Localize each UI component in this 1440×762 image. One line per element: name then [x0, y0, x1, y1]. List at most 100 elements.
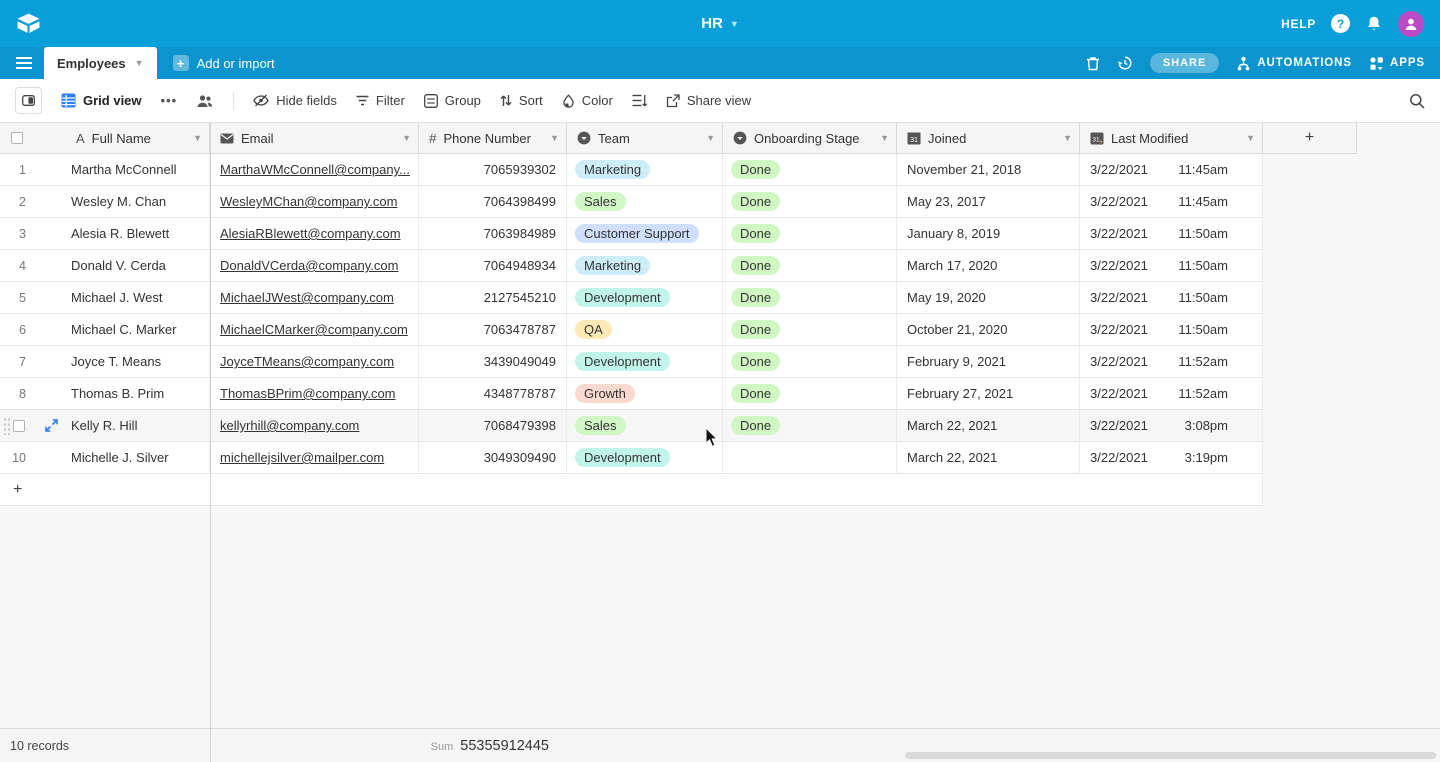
share-view-button[interactable]: Share view — [666, 93, 751, 108]
cell-phone-number[interactable]: 7064398499 — [419, 186, 567, 217]
apps-button[interactable]: APPS — [1369, 56, 1425, 71]
chevron-down-icon[interactable]: ▼ — [1246, 133, 1255, 143]
column-header-last-modified[interactable]: 31 Last Modified ▼ — [1080, 123, 1263, 154]
cell-email[interactable]: DonaldVCerda@company.com — [210, 250, 419, 281]
cell-team[interactable]: Development — [567, 346, 723, 377]
cell-joined[interactable]: March 22, 2021 — [897, 410, 1080, 441]
row-gutter[interactable]: 1 — [0, 154, 66, 185]
email-link[interactable]: kellyrhill@company.com — [220, 418, 360, 433]
color-button[interactable]: Color — [562, 93, 613, 108]
email-link[interactable]: MichaelJWest@company.com — [220, 290, 394, 305]
column-header-joined[interactable]: 31 Joined ▼ — [897, 123, 1080, 154]
column-header-team[interactable]: Team ▼ — [567, 123, 723, 154]
cell-phone-number[interactable]: 7065939302 — [419, 154, 567, 185]
cell-onboarding-stage[interactable]: Done — [723, 314, 897, 345]
chevron-down-icon[interactable]: ▼ — [134, 58, 144, 68]
cell-full-name[interactable]: Michael J. West — [66, 282, 210, 313]
cell-team[interactable]: QA — [567, 314, 723, 345]
cell-full-name[interactable]: Wesley M. Chan — [66, 186, 210, 217]
cell-full-name[interactable]: Michelle J. Silver — [66, 442, 210, 473]
row-checkbox[interactable] — [13, 420, 25, 432]
cell-last-modified[interactable]: 3/22/2021 11:50am — [1080, 250, 1263, 281]
chevron-down-icon[interactable]: ▼ — [193, 133, 202, 143]
cell-last-modified[interactable]: 3/22/2021 3:19pm — [1080, 442, 1263, 473]
automations-button[interactable]: AUTOMATIONS — [1236, 56, 1352, 71]
cell-email[interactable]: AlesiaRBlewett@company.com — [210, 218, 419, 249]
cell-phone-number[interactable]: 3439049049 — [419, 346, 567, 377]
user-avatar[interactable] — [1398, 10, 1424, 37]
cell-full-name[interactable]: Donald V. Cerda — [66, 250, 210, 281]
row-height-button[interactable] — [632, 94, 647, 107]
cell-team[interactable]: Development — [567, 282, 723, 313]
share-button[interactable]: SHARE — [1149, 53, 1220, 73]
collaborators-icon[interactable] — [196, 94, 214, 108]
trash-icon[interactable] — [1086, 56, 1100, 71]
email-link[interactable]: WesleyMChan@company.com — [220, 194, 398, 209]
help-question-icon[interactable]: ? — [1331, 14, 1350, 33]
notifications-bell-icon[interactable] — [1365, 15, 1383, 33]
cell-phone-number[interactable]: 2127545210 — [419, 282, 567, 313]
column-summary[interactable]: Sum 55355912445 — [419, 738, 567, 754]
cell-full-name[interactable]: Alesia R. Blewett — [66, 218, 210, 249]
email-link[interactable]: JoyceTMeans@company.com — [220, 354, 395, 369]
cell-onboarding-stage[interactable]: Done — [723, 154, 897, 185]
cell-email[interactable]: WesleyMChan@company.com — [210, 186, 419, 217]
cell-email[interactable]: ThomasBPrim@company.com — [210, 378, 419, 409]
cell-phone-number[interactable]: 7064948934 — [419, 250, 567, 281]
cell-full-name[interactable]: Kelly R. Hill — [66, 410, 210, 441]
email-link[interactable]: MichaelCMarker@company.com — [220, 322, 408, 337]
cell-email[interactable]: JoyceTMeans@company.com — [210, 346, 419, 377]
cell-team[interactable]: Development — [567, 442, 723, 473]
cell-last-modified[interactable]: 3/22/2021 11:45am — [1080, 154, 1263, 185]
tab-employees[interactable]: Employees ▼ — [44, 47, 157, 79]
cell-joined[interactable]: March 17, 2020 — [897, 250, 1080, 281]
history-icon[interactable] — [1117, 55, 1133, 71]
help-button[interactable]: HELP — [1281, 16, 1316, 31]
chevron-down-icon[interactable]: ▼ — [550, 133, 559, 143]
cell-joined[interactable]: February 9, 2021 — [897, 346, 1080, 377]
row-gutter[interactable]: 4 — [0, 250, 66, 281]
cell-email[interactable]: MarthaWMcConnell@company... — [210, 154, 419, 185]
grid-view-menu[interactable]: Grid view — [61, 93, 142, 108]
email-link[interactable]: AlesiaRBlewett@company.com — [220, 226, 401, 241]
cell-phone-number[interactable]: 7063984989 — [419, 218, 567, 249]
cell-onboarding-stage[interactable]: Done — [723, 378, 897, 409]
cell-onboarding-stage[interactable] — [723, 442, 897, 473]
expand-record-icon[interactable] — [45, 419, 58, 432]
airtable-logo-icon[interactable] — [16, 13, 41, 34]
add-field-button[interactable]: + — [1263, 123, 1357, 154]
cell-joined[interactable]: January 8, 2019 — [897, 218, 1080, 249]
row-gutter[interactable]: 3 — [0, 218, 66, 249]
cell-joined[interactable]: May 23, 2017 — [897, 186, 1080, 217]
email-link[interactable]: michellejsilver@mailper.com — [220, 450, 385, 465]
cell-joined[interactable]: November 21, 2018 — [897, 154, 1080, 185]
cell-last-modified[interactable]: 3/22/2021 11:52am — [1080, 378, 1263, 409]
cell-email[interactable]: kellyrhill@company.com — [210, 410, 419, 441]
cell-full-name[interactable]: Martha McConnell — [66, 154, 210, 185]
cell-full-name[interactable]: Michael C. Marker — [66, 314, 210, 345]
horizontal-scrollbar[interactable] — [905, 752, 1436, 759]
cell-joined[interactable]: March 22, 2021 — [897, 442, 1080, 473]
cell-team[interactable]: Marketing — [567, 154, 723, 185]
cell-full-name[interactable]: Thomas B. Prim — [66, 378, 210, 409]
cell-email[interactable]: MichaelCMarker@company.com — [210, 314, 419, 345]
row-gutter[interactable]: 8 — [0, 378, 66, 409]
view-options-icon[interactable]: ••• — [160, 93, 178, 108]
row-gutter[interactable]: 10 — [0, 442, 66, 473]
column-header-full-name[interactable]: A Full Name ▼ — [66, 123, 210, 154]
cell-onboarding-stage[interactable]: Done — [723, 250, 897, 281]
chevron-down-icon[interactable]: ▼ — [706, 133, 715, 143]
cell-email[interactable]: MichaelJWest@company.com — [210, 282, 419, 313]
column-header-email[interactable]: Email ▼ — [210, 123, 419, 154]
cell-team[interactable]: Customer Support — [567, 218, 723, 249]
cell-phone-number[interactable]: 7063478787 — [419, 314, 567, 345]
cell-team[interactable]: Growth — [567, 378, 723, 409]
cell-phone-number[interactable]: 3049309490 — [419, 442, 567, 473]
row-gutter[interactable]: 5 — [0, 282, 66, 313]
cell-team[interactable]: Marketing — [567, 250, 723, 281]
row-gutter[interactable]: 7 — [0, 346, 66, 377]
cell-onboarding-stage[interactable]: Done — [723, 186, 897, 217]
row-drag-handle-icon[interactable] — [3, 417, 10, 435]
frozen-column-divider[interactable] — [210, 123, 211, 762]
cell-joined[interactable]: October 21, 2020 — [897, 314, 1080, 345]
